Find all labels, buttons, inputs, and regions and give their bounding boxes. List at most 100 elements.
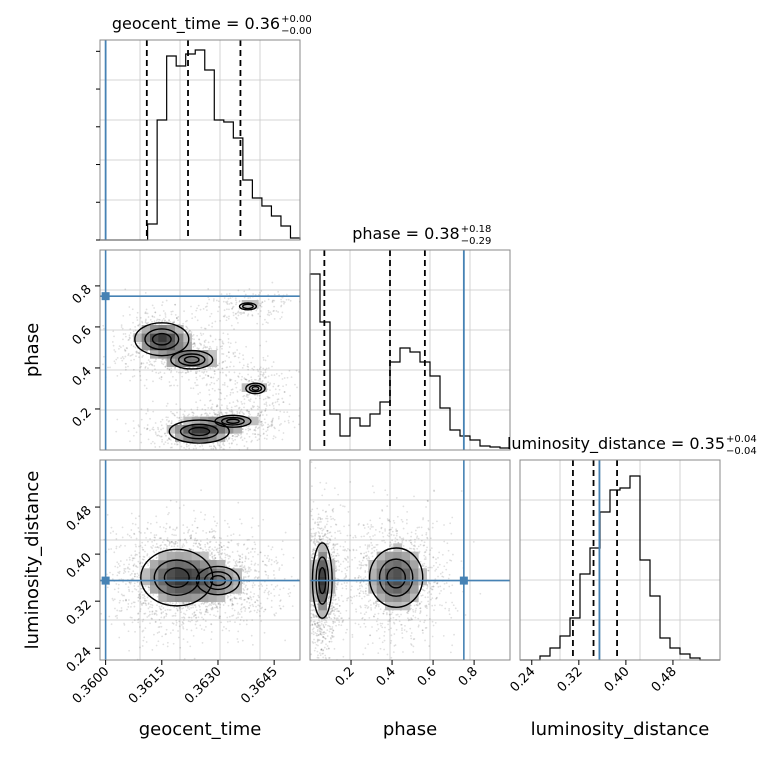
sample-point [154, 422, 157, 424]
sample-point [231, 437, 234, 440]
sample-point [194, 614, 197, 616]
sample-point [192, 387, 195, 390]
sample-point [211, 322, 214, 325]
sample-point [162, 526, 165, 529]
density-cell [208, 350, 217, 359]
sample-point [159, 622, 162, 625]
sample-point [198, 604, 200, 607]
sample-point [266, 426, 269, 429]
sample-point [225, 407, 228, 409]
sample-point [215, 605, 218, 608]
sample-point [154, 620, 157, 623]
sample-point [219, 345, 222, 348]
sample-point [215, 615, 217, 618]
sample-point [124, 570, 127, 573]
sample-point [167, 442, 169, 445]
sample-point [330, 554, 333, 556]
sample-point [241, 375, 244, 378]
sample-point [215, 549, 218, 552]
sample-point [233, 355, 236, 358]
sample-point [338, 599, 340, 601]
sample-point [233, 609, 236, 612]
sample-point [141, 630, 144, 633]
sample-point [251, 619, 254, 622]
sample-point [253, 378, 256, 381]
contour-line [248, 384, 263, 393]
title-geocent_time: geocent_time = 0.36 +0.00−0.00 [112, 14, 312, 37]
contour-line [168, 419, 230, 444]
sample-point [134, 325, 137, 328]
sample-point [254, 436, 257, 439]
sample-point [152, 428, 155, 431]
sample-point [422, 564, 425, 567]
sample-point [234, 380, 237, 382]
sample-point [135, 537, 138, 540]
sample-point [132, 564, 135, 567]
sample-point [213, 411, 215, 414]
sample-point [210, 347, 212, 350]
sample-point [200, 611, 203, 614]
sample-point [278, 569, 281, 571]
sample-point [263, 418, 266, 421]
sample-point [179, 423, 182, 426]
sample-point [120, 610, 122, 613]
sample-point [230, 324, 233, 327]
sample-point [119, 544, 122, 547]
sample-point [317, 654, 319, 657]
sample-point [165, 547, 168, 550]
sample-point [227, 562, 229, 565]
sample-point [125, 599, 127, 601]
sample-point [229, 361, 232, 364]
sample-point [182, 413, 185, 416]
sample-point [244, 557, 247, 560]
sample-point [181, 546, 184, 549]
sample-point [249, 610, 252, 613]
sample-point [153, 534, 156, 536]
sample-point [114, 350, 117, 353]
sample-point [330, 637, 332, 640]
sample-point [142, 548, 145, 551]
sample-point [227, 604, 230, 607]
sample-point [443, 582, 446, 585]
sample-point [290, 575, 293, 578]
sample-point [167, 437, 170, 439]
sample-point [424, 605, 427, 607]
sample-point [190, 387, 192, 390]
density-cell [191, 560, 201, 569]
sample-point [148, 363, 151, 366]
sample-point [170, 367, 173, 370]
sample-point [122, 338, 124, 341]
sample-point [190, 537, 192, 540]
sample-point [243, 598, 246, 601]
sample-point [246, 547, 249, 550]
sample-point [195, 609, 198, 612]
sample-point [259, 373, 262, 376]
sample-point [131, 353, 134, 356]
density-cell [166, 585, 176, 594]
sample-point [312, 630, 315, 633]
sample-point [165, 506, 168, 509]
sample-point [229, 391, 232, 394]
sample-point [135, 545, 137, 548]
sample-point [204, 543, 207, 546]
sample-point [135, 565, 137, 567]
sample-point [122, 599, 125, 602]
sample-point [208, 531, 211, 534]
sample-point [269, 425, 271, 427]
sample-point [155, 515, 158, 518]
sample-point [120, 578, 123, 581]
sample-point [146, 362, 148, 364]
sample-point [443, 540, 446, 543]
sample-point [138, 356, 140, 359]
sample-point [130, 602, 133, 605]
sample-point [210, 447, 213, 450]
density-cell [216, 593, 226, 602]
sample-point [127, 566, 129, 569]
sample-point [128, 590, 131, 593]
sample-point [216, 610, 219, 613]
sample-point [225, 308, 228, 311]
sample-point [163, 443, 165, 446]
sample-point [262, 375, 264, 377]
sample-point [264, 563, 266, 566]
sample-point [240, 603, 243, 606]
